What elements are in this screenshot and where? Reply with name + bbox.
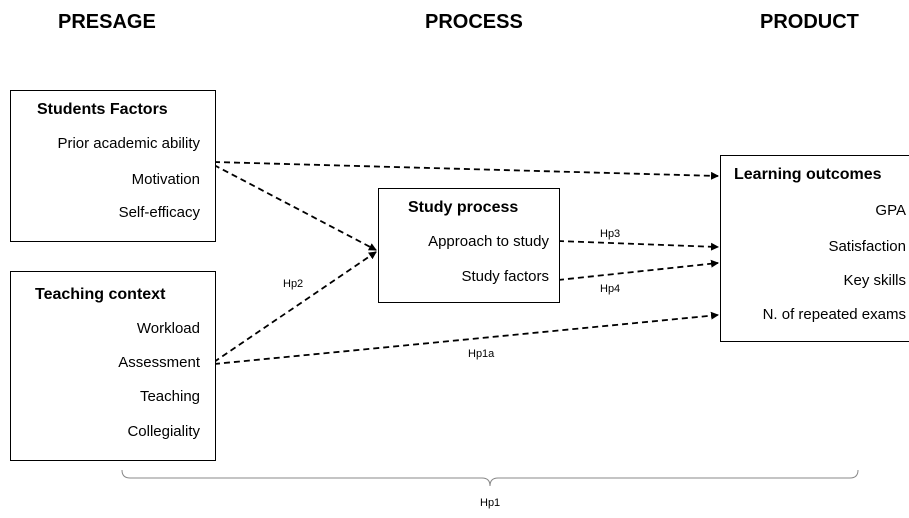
- assessment-item: Assessment: [118, 354, 200, 371]
- self-efficacy-item: Self-efficacy: [118, 204, 200, 221]
- students-factors-box: Students Factors Prior academic ability …: [10, 90, 216, 242]
- learning-outcomes-box: Learning outcomes GPA Satisfaction Key s…: [720, 155, 909, 342]
- approach-to-study-item: Approach to study: [428, 233, 549, 250]
- learning-outcomes-title: Learning outcomes: [734, 166, 882, 183]
- arrow-assessment-to-outcomes: [213, 311, 719, 365]
- arrow-approach-to-outcomes: [557, 240, 719, 251]
- motivation-item: Motivation: [131, 171, 200, 188]
- study-factors-item: Study factors: [461, 268, 549, 285]
- hp1a-label: Hp1a: [468, 348, 495, 360]
- prior-academic-ability-item: Prior academic ability: [57, 135, 200, 152]
- study-process-title: Study process: [408, 199, 519, 216]
- process-column-title: PROCESS: [425, 11, 523, 33]
- hp4-label: Hp4: [600, 283, 621, 295]
- presage-column-title: PRESAGE: [58, 11, 156, 33]
- repeated-exams-item: N. of repeated exams: [762, 306, 906, 323]
- gpa-item: GPA: [875, 202, 906, 219]
- teaching-item: Teaching: [139, 388, 200, 405]
- arrow-prior-ability-to-outcomes: [213, 161, 719, 180]
- students-factors-title: Students Factors: [37, 101, 168, 118]
- arrow-study-factors-to-outcomes: [557, 259, 719, 281]
- arrow-motivation-to-study-process: [213, 164, 377, 251]
- key-skills-item: Key skills: [843, 272, 906, 289]
- workload-item: Workload: [136, 320, 200, 337]
- teaching-context-title: Teaching context: [35, 286, 166, 303]
- satisfaction-item: Satisfaction: [828, 238, 906, 255]
- collegiality-item: Collegiality: [127, 423, 200, 440]
- hp1-label: Hp1: [480, 497, 501, 509]
- teaching-context-box: Teaching context Workload Assessment Tea…: [10, 271, 216, 461]
- hp2-label: Hp2: [283, 278, 304, 290]
- study-process-box: Study process Approach to study Study fa…: [378, 188, 560, 303]
- product-column-title: PRODUCT: [760, 11, 859, 33]
- arrow-assessment-to-study-process: [213, 251, 377, 363]
- hp3-label: Hp3: [600, 228, 621, 240]
- hp1-brace: [121, 469, 859, 487]
